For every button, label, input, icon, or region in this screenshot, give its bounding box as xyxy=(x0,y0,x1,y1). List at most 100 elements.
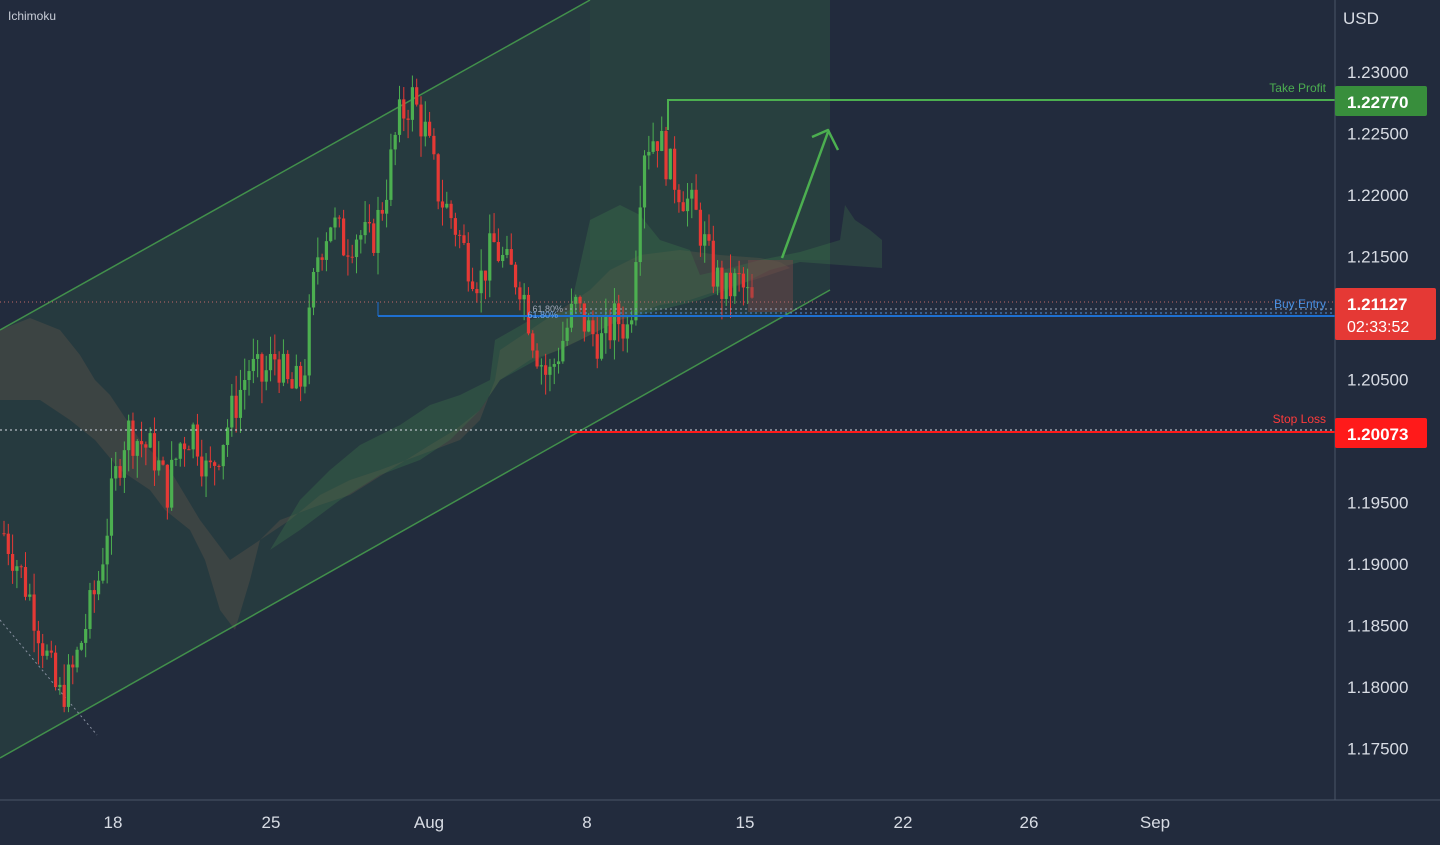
candle-body xyxy=(612,303,617,341)
candle-body xyxy=(299,365,303,387)
candle-body xyxy=(617,303,621,325)
candle-body xyxy=(733,273,737,297)
y-tick-label: 1.23000 xyxy=(1347,63,1408,82)
candle-body xyxy=(79,642,83,650)
candle-body xyxy=(647,151,651,156)
candle-body xyxy=(53,652,58,688)
candle-body xyxy=(690,189,694,199)
current-price-tag: 1.21127 02:33:52 xyxy=(1335,288,1436,340)
candle-body xyxy=(243,380,247,390)
candle-body xyxy=(127,420,131,451)
candle-body xyxy=(62,684,66,707)
candle-body xyxy=(599,333,604,359)
trend-guide-line xyxy=(0,619,98,736)
candle-body xyxy=(651,141,655,152)
candle-body xyxy=(101,564,105,581)
candle-body xyxy=(152,433,157,471)
candle-body xyxy=(217,465,221,467)
candle-body xyxy=(393,134,397,150)
candle-body xyxy=(410,87,414,120)
candle-body xyxy=(462,235,466,243)
take-profit-line[interactable] xyxy=(667,99,1335,130)
candle-body xyxy=(728,272,733,297)
candle-body xyxy=(118,466,122,478)
candle-body xyxy=(587,320,591,332)
candle-body xyxy=(286,353,290,380)
candle-body xyxy=(294,365,298,389)
candle-body xyxy=(698,209,703,246)
candle-body xyxy=(15,566,19,571)
current-price: 1.21127 xyxy=(1347,295,1408,314)
candle-body xyxy=(19,566,23,568)
candle-body xyxy=(225,427,230,445)
candle-body xyxy=(505,249,509,255)
candle-body xyxy=(526,294,531,334)
candle-body xyxy=(148,433,152,448)
candle-body xyxy=(251,358,255,372)
y-tick-label: 1.22500 xyxy=(1347,125,1408,144)
candle-body xyxy=(741,273,746,288)
candle-body xyxy=(436,154,440,202)
candle-body xyxy=(170,459,174,508)
x-tick-label: 26 xyxy=(1020,813,1039,832)
candle-body xyxy=(677,189,681,203)
candle-body xyxy=(578,296,582,304)
candle-body xyxy=(440,201,445,208)
candle-body xyxy=(694,189,698,210)
candle-body xyxy=(544,365,548,375)
candle-body xyxy=(277,359,281,383)
candle-body xyxy=(552,364,556,367)
candle-body xyxy=(501,254,505,262)
candle-body xyxy=(681,202,685,212)
candle-body xyxy=(402,99,406,119)
candle-body xyxy=(75,649,79,668)
x-tick-label: 18 xyxy=(104,813,123,832)
take-profit-label: Take Profit xyxy=(1269,81,1326,95)
candle-body xyxy=(161,460,165,465)
candle-body xyxy=(367,222,372,224)
candle-body xyxy=(281,353,286,383)
candle-body xyxy=(195,424,200,457)
candle-body xyxy=(178,443,182,459)
candle-body xyxy=(574,296,578,304)
candle-body xyxy=(187,449,191,451)
candle-body xyxy=(139,441,144,445)
candle-body xyxy=(28,594,32,597)
candle-body xyxy=(191,424,195,450)
y-tick-label: 1.19000 xyxy=(1347,555,1408,574)
candle-body xyxy=(105,535,109,565)
candle-body xyxy=(71,664,75,668)
candle-body xyxy=(470,281,475,290)
candle-body xyxy=(221,444,225,467)
candle-body xyxy=(513,264,518,288)
candle-body xyxy=(449,203,453,219)
candle-body xyxy=(264,370,268,382)
candle-body xyxy=(260,354,264,382)
candle-body xyxy=(711,240,715,287)
candle-body xyxy=(518,287,522,300)
candle-body xyxy=(608,316,612,341)
stop-loss-price-tag: 1.20073 xyxy=(1335,418,1427,448)
candle-body xyxy=(182,443,187,450)
time-axis[interactable]: 18 25 Aug 8 15 22 26 Sep xyxy=(104,813,1171,832)
candle-body xyxy=(144,444,148,448)
candle-body xyxy=(109,478,114,536)
candle-body xyxy=(45,650,49,656)
candle-body xyxy=(307,307,311,376)
candle-body xyxy=(496,242,500,262)
candle-body xyxy=(561,340,565,362)
candle-body xyxy=(354,239,359,258)
candle-body xyxy=(208,460,212,463)
candle-body xyxy=(406,118,410,120)
candle-body xyxy=(746,287,750,289)
candle-body xyxy=(23,566,28,597)
ascending-channel xyxy=(0,0,831,759)
candle-body xyxy=(565,327,569,341)
price-axis[interactable]: 1.23000 1.22500 1.22000 1.21500 1.20500 1.195… xyxy=(1347,63,1408,759)
candle-body xyxy=(376,209,380,253)
candle-body xyxy=(66,664,71,707)
candle-body xyxy=(673,148,677,190)
y-tick-label: 1.21500 xyxy=(1347,248,1408,267)
candle-body xyxy=(604,316,608,334)
